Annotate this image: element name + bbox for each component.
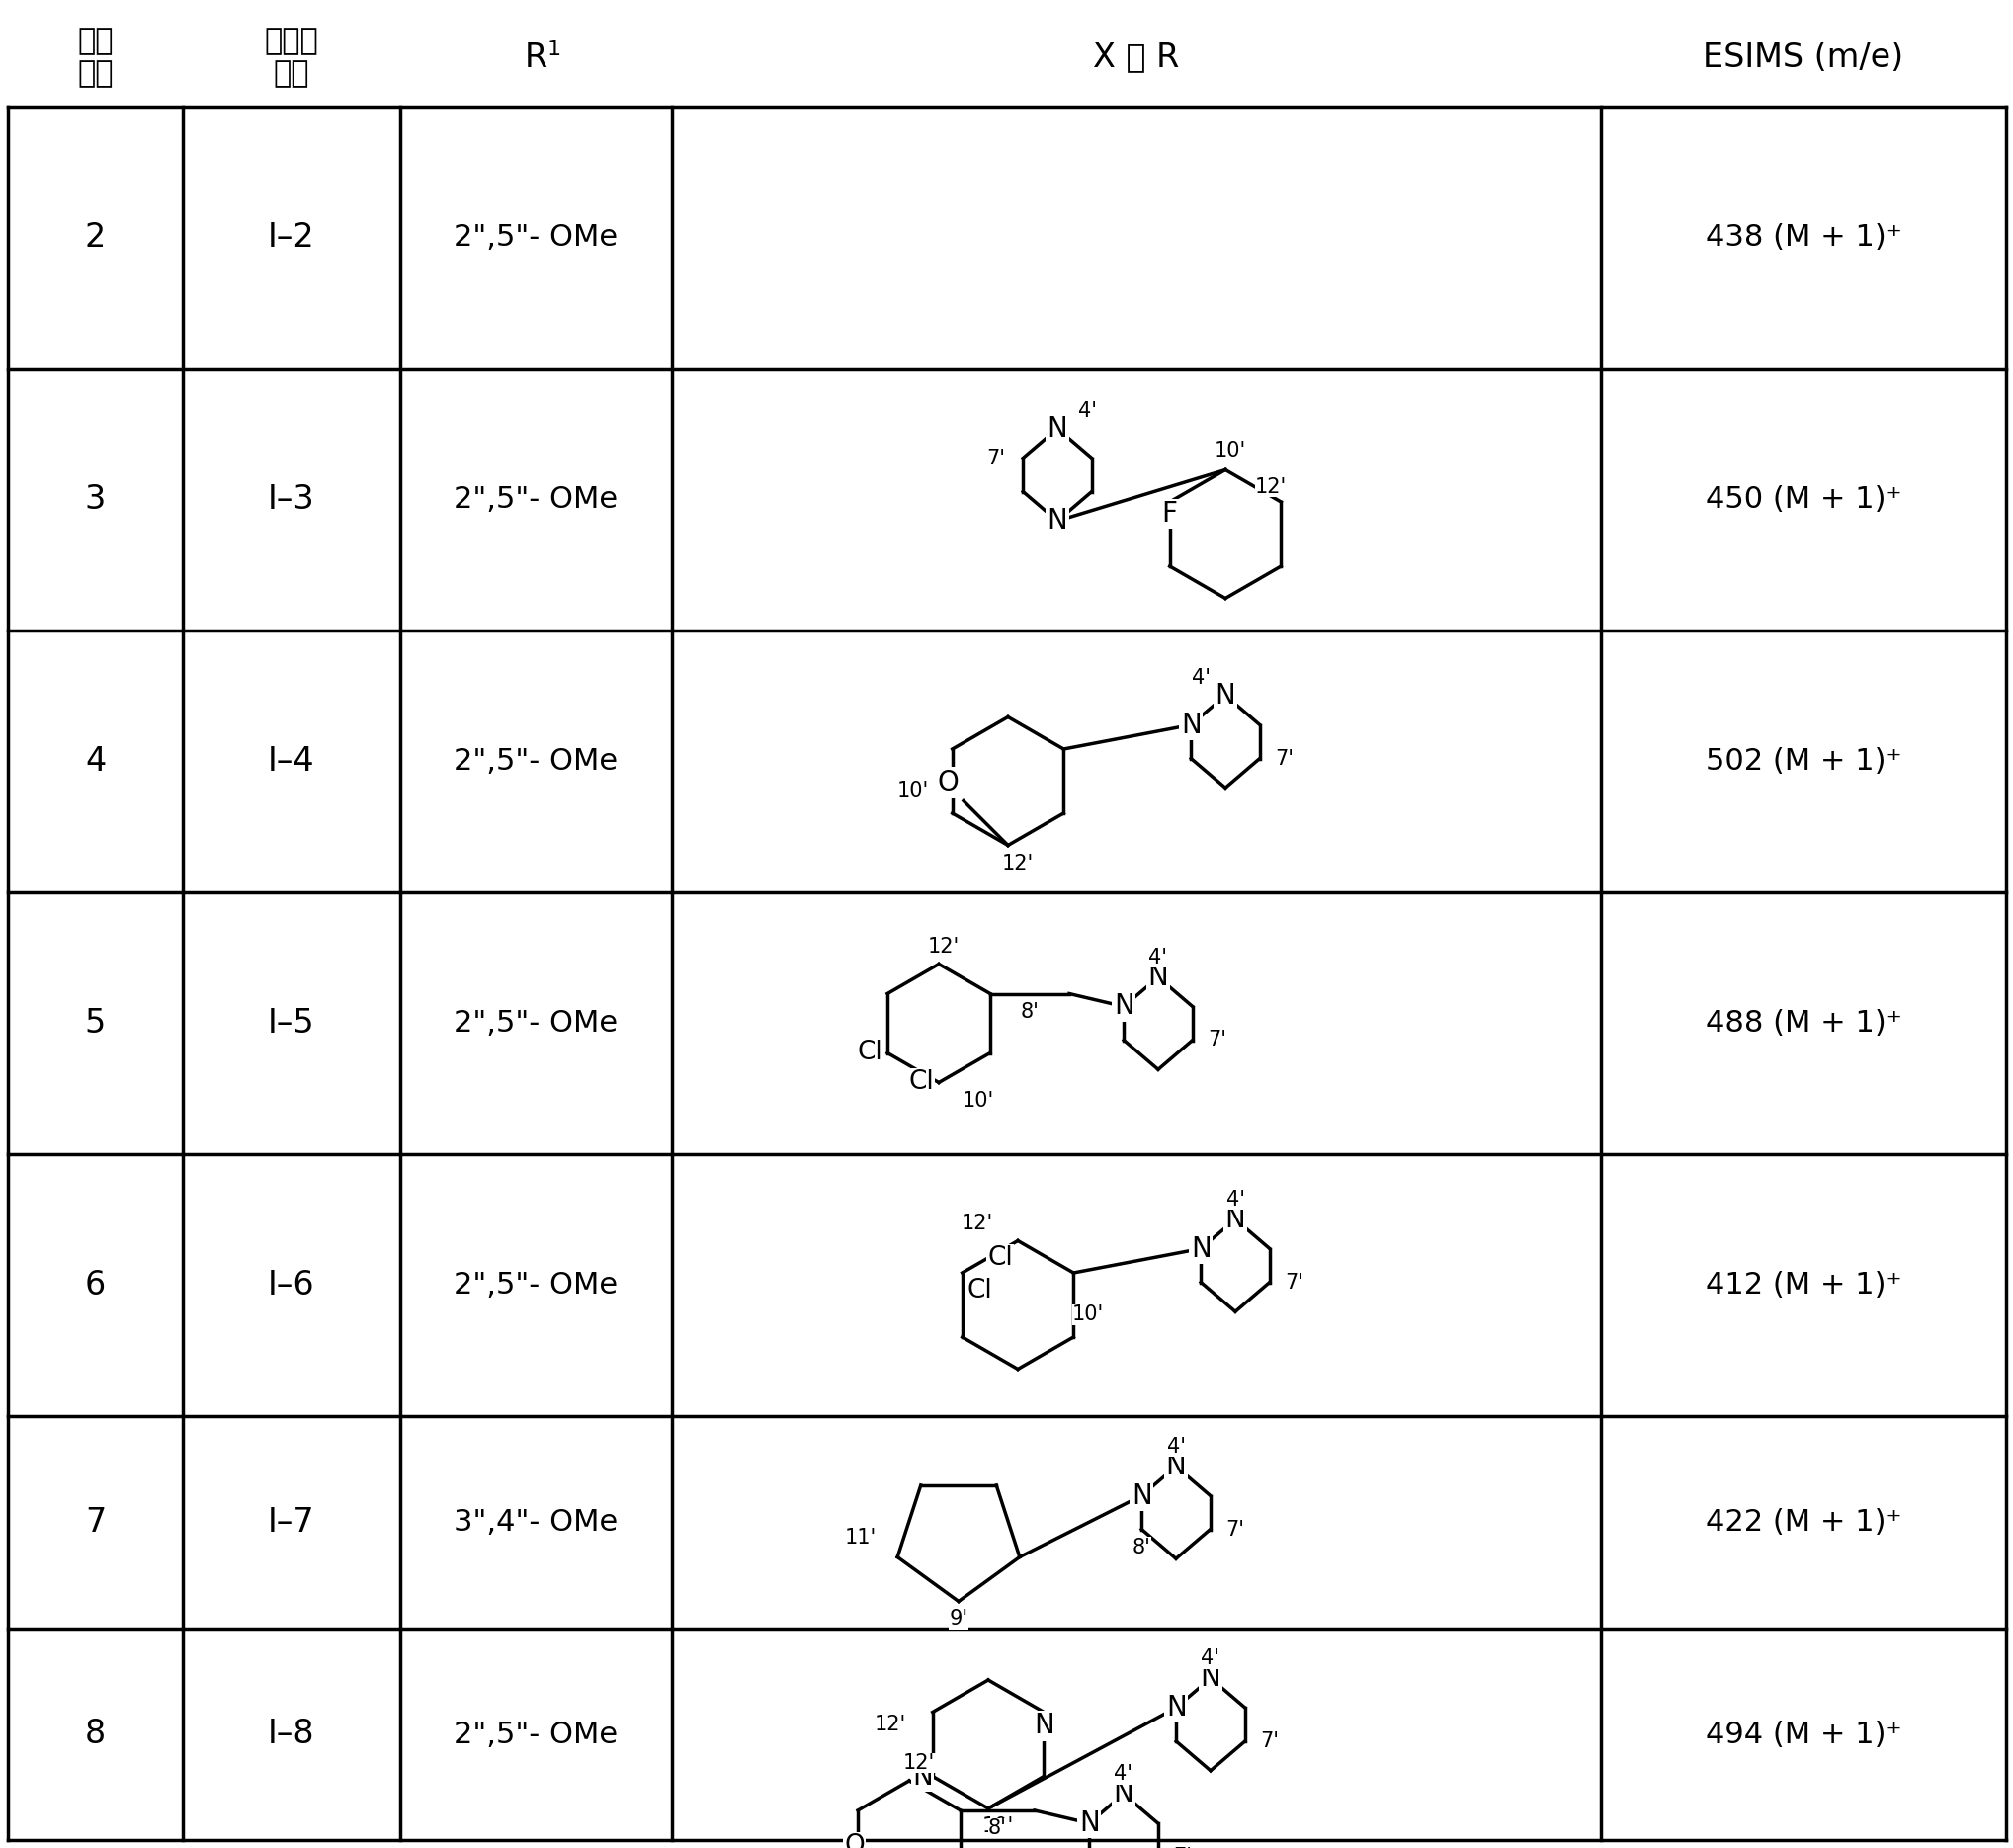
Text: 412 (M + 1)⁺: 412 (M + 1)⁺ (1705, 1271, 1902, 1299)
Text: R: R (525, 41, 548, 74)
Text: 494 (M + 1)⁺: 494 (M + 1)⁺ (1705, 1720, 1902, 1748)
Text: N: N (1216, 682, 1236, 710)
Text: 8: 8 (85, 1719, 107, 1750)
Text: N: N (1131, 1482, 1151, 1510)
Text: N: N (912, 1763, 932, 1791)
Text: 7': 7' (1284, 1273, 1302, 1292)
Text: I–7: I–7 (268, 1506, 316, 1539)
Text: 实施
例号: 实施 例号 (76, 26, 113, 89)
Text: Cl: Cl (908, 1070, 934, 1096)
Text: 9': 9' (948, 1610, 968, 1630)
Text: N: N (1047, 506, 1067, 534)
Text: 10': 10' (1073, 1305, 1103, 1325)
Text: 5: 5 (85, 1007, 107, 1040)
Text: 2",5"- OMe: 2",5"- OMe (455, 1720, 618, 1748)
Text: N: N (1147, 963, 1168, 991)
Text: 10': 10' (898, 782, 928, 800)
Text: 10': 10' (982, 1817, 1015, 1837)
Text: 438 (M + 1)⁺: 438 (M + 1)⁺ (1705, 224, 1902, 251)
Text: I–8: I–8 (268, 1719, 314, 1750)
Text: 7': 7' (1208, 1029, 1226, 1050)
Text: 4': 4' (1149, 948, 1168, 967)
Text: 6: 6 (85, 1270, 107, 1301)
Text: N: N (1190, 1234, 1212, 1262)
Text: N: N (1033, 1711, 1055, 1739)
Text: I–6: I–6 (268, 1270, 316, 1301)
Text: 2",5"- OMe: 2",5"- OMe (455, 486, 618, 514)
Text: 7: 7 (85, 1506, 107, 1539)
Text: N: N (1047, 414, 1067, 442)
Text: 11': 11' (845, 1526, 876, 1547)
Text: ESIMS (m/e): ESIMS (m/e) (1703, 41, 1904, 74)
Text: 7': 7' (1274, 748, 1294, 769)
Text: 12': 12' (904, 1754, 934, 1772)
Text: 8': 8' (1131, 1538, 1151, 1558)
Text: 10': 10' (962, 1090, 994, 1111)
Text: 7': 7' (1260, 1732, 1278, 1752)
Text: 2",5"- OMe: 2",5"- OMe (455, 1271, 618, 1299)
Text: Cl: Cl (966, 1277, 992, 1303)
Text: N: N (1166, 1695, 1186, 1722)
Text: 2: 2 (85, 222, 107, 253)
Text: 10': 10' (1214, 440, 1246, 460)
Text: N: N (1226, 1205, 1246, 1233)
Text: I–3: I–3 (268, 482, 316, 516)
Text: O: O (938, 769, 958, 796)
Text: 12': 12' (1002, 854, 1035, 872)
Text: N: N (1113, 1780, 1133, 1807)
Text: I–5: I–5 (268, 1007, 316, 1040)
Text: 8': 8' (988, 1818, 1006, 1839)
Text: 4': 4' (1077, 401, 1097, 421)
Text: 4': 4' (1192, 667, 1210, 687)
Text: 7': 7' (986, 449, 1004, 468)
Text: N: N (1182, 711, 1202, 739)
Text: 2",5"- OMe: 2",5"- OMe (455, 1009, 618, 1037)
Text: Cl: Cl (858, 1040, 882, 1066)
Text: 12': 12' (962, 1212, 992, 1233)
Text: 8': 8' (1021, 1002, 1039, 1022)
Text: 450 (M + 1)⁺: 450 (M + 1)⁺ (1705, 486, 1902, 514)
Text: X 和 R: X 和 R (1093, 41, 1180, 74)
Text: O: O (843, 1833, 866, 1848)
Text: F: F (1162, 501, 1178, 529)
Text: Cl: Cl (988, 1246, 1013, 1271)
Text: 3",4"- OMe: 3",4"- OMe (455, 1508, 618, 1538)
Text: I–2: I–2 (268, 222, 316, 253)
Text: 4': 4' (1113, 1765, 1133, 1783)
Text: 12': 12' (928, 937, 960, 955)
Text: 4': 4' (1202, 1648, 1220, 1669)
Text: 4': 4' (1168, 1436, 1186, 1456)
Text: 4': 4' (1226, 1190, 1244, 1209)
Text: 12': 12' (874, 1715, 906, 1735)
Text: I–4: I–4 (268, 745, 316, 778)
Text: 7': 7' (1226, 1519, 1244, 1539)
Text: N: N (1200, 1665, 1220, 1693)
Text: N: N (1113, 992, 1133, 1020)
Text: 2",5"- OMe: 2",5"- OMe (455, 224, 618, 251)
Text: 502 (M + 1)⁺: 502 (M + 1)⁺ (1705, 747, 1902, 776)
Text: N: N (1079, 1809, 1099, 1837)
Text: 3: 3 (85, 482, 107, 516)
Text: 2",5"- OMe: 2",5"- OMe (455, 747, 618, 776)
Text: 4: 4 (85, 745, 107, 778)
Text: 488 (M + 1)⁺: 488 (M + 1)⁺ (1705, 1009, 1902, 1037)
Text: 1: 1 (548, 39, 562, 59)
Text: 化合物
编号: 化合物 编号 (264, 26, 318, 89)
Text: 12': 12' (1254, 477, 1286, 497)
Text: N: N (1166, 1453, 1186, 1480)
Text: 422 (M + 1)⁺: 422 (M + 1)⁺ (1705, 1508, 1902, 1538)
